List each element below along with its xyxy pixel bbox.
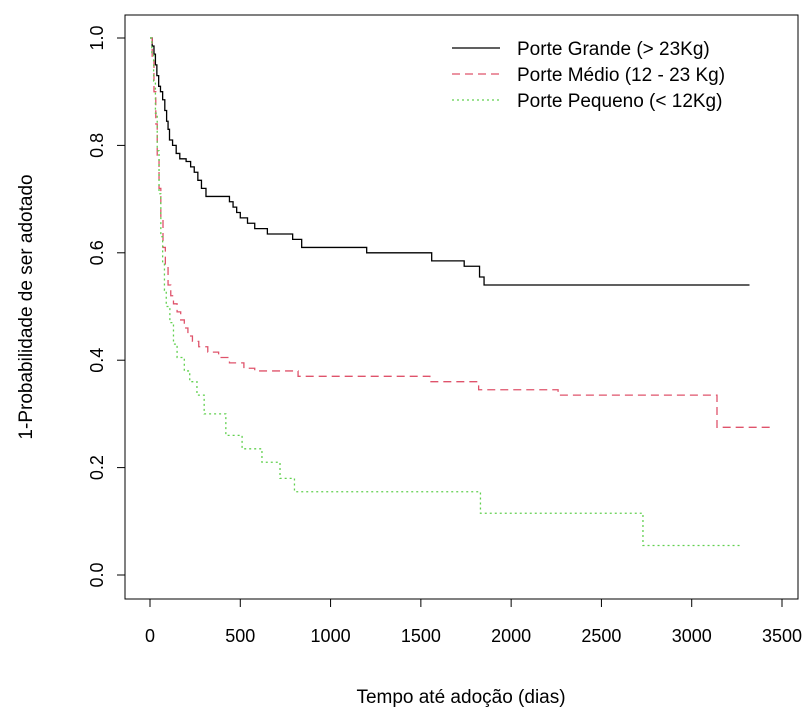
y-tick-label: 0.6 xyxy=(87,240,107,265)
x-tick-label: 2000 xyxy=(491,626,531,646)
legend: Porte Grande (> 23Kg) Porte Médio (12 - 2… xyxy=(452,39,725,112)
series-layer xyxy=(150,37,772,547)
y-tick-label: 0.4 xyxy=(87,348,107,373)
y-tick-label: 0.8 xyxy=(87,133,107,158)
legend-label-1: Porte Grande (> 23Kg) xyxy=(517,39,710,60)
legend-label-3: Porte Pequeno (< 12Kg) xyxy=(517,91,722,112)
legend-label-2: Porte Médio (12 - 23 Kg) xyxy=(517,65,725,86)
y-tick-label: 0.2 xyxy=(87,455,107,480)
series-line-1 xyxy=(150,37,750,286)
x-tick-label: 1500 xyxy=(401,626,441,646)
x-tick-label: 3000 xyxy=(672,626,712,646)
y-axis-title: 1-Probabilidade de ser adotado xyxy=(16,174,37,439)
y-tick-label: 0.0 xyxy=(87,562,107,587)
x-axis: 0 500 1000 1500 2000 2500 3000 3500 xyxy=(145,598,802,646)
x-tick-label: 1000 xyxy=(311,626,351,646)
x-tick-label: 500 xyxy=(225,626,255,646)
x-axis-title: Tempo até adoção (dias) xyxy=(356,687,565,708)
y-tick-label: 1.0 xyxy=(87,25,107,50)
x-tick-label: 2500 xyxy=(581,626,621,646)
y-axis: 0.0 0.2 0.4 0.6 0.8 1.0 xyxy=(87,25,126,588)
series-line-3 xyxy=(150,37,743,547)
x-tick-label: 0 xyxy=(145,626,155,646)
series-line-2 xyxy=(150,37,772,428)
x-tick-label: 3500 xyxy=(762,626,802,646)
